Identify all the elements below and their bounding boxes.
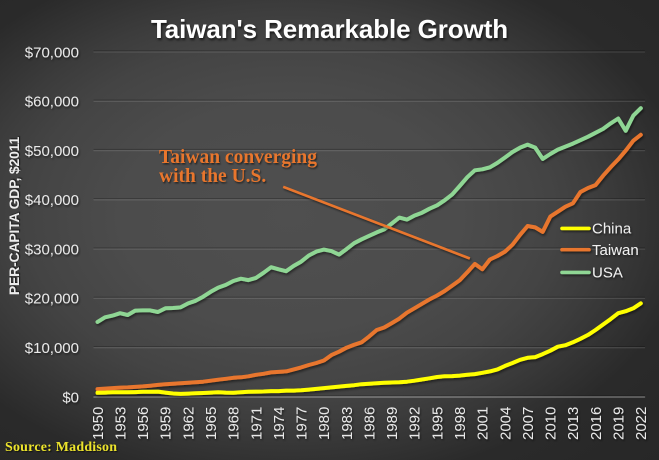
svg-text:2007: 2007 (520, 407, 537, 440)
svg-text:1950: 1950 (90, 407, 107, 440)
svg-text:Taiwan: Taiwan (592, 242, 639, 259)
svg-text:1971: 1971 (248, 407, 265, 440)
svg-text:2016: 2016 (588, 407, 605, 440)
svg-text:1995: 1995 (429, 407, 446, 440)
svg-text:$60,000: $60,000 (25, 94, 79, 111)
svg-text:1977: 1977 (294, 407, 311, 440)
svg-text:$30,000: $30,000 (25, 241, 79, 258)
svg-text:2019: 2019 (611, 407, 628, 440)
svg-text:2010: 2010 (543, 407, 560, 440)
svg-text:$0: $0 (62, 389, 79, 406)
svg-text:1983: 1983 (339, 407, 356, 440)
svg-text:1986: 1986 (362, 407, 379, 440)
svg-text:2001: 2001 (475, 407, 492, 440)
svg-text:1953: 1953 (112, 407, 129, 440)
svg-text:USA: USA (592, 265, 623, 282)
svg-text:$70,000: $70,000 (25, 44, 79, 61)
svg-text:1989: 1989 (384, 407, 401, 440)
svg-text:1980: 1980 (316, 407, 333, 440)
svg-text:1956: 1956 (135, 407, 152, 440)
svg-text:$10,000: $10,000 (25, 340, 79, 357)
svg-text:2022: 2022 (633, 407, 650, 440)
svg-text:$20,000: $20,000 (25, 291, 79, 308)
svg-text:$40,000: $40,000 (25, 192, 79, 209)
svg-text:2004: 2004 (497, 407, 514, 440)
svg-text:1965: 1965 (203, 407, 220, 440)
svg-text:2013: 2013 (565, 407, 582, 440)
svg-text:1968: 1968 (226, 407, 243, 440)
svg-text:1974: 1974 (271, 407, 288, 440)
svg-text:1962: 1962 (180, 407, 197, 440)
svg-text:1998: 1998 (452, 407, 469, 440)
svg-text:China: China (592, 221, 632, 238)
svg-text:1959: 1959 (158, 407, 175, 440)
svg-text:1992: 1992 (407, 407, 424, 440)
svg-text:$50,000: $50,000 (25, 143, 79, 160)
